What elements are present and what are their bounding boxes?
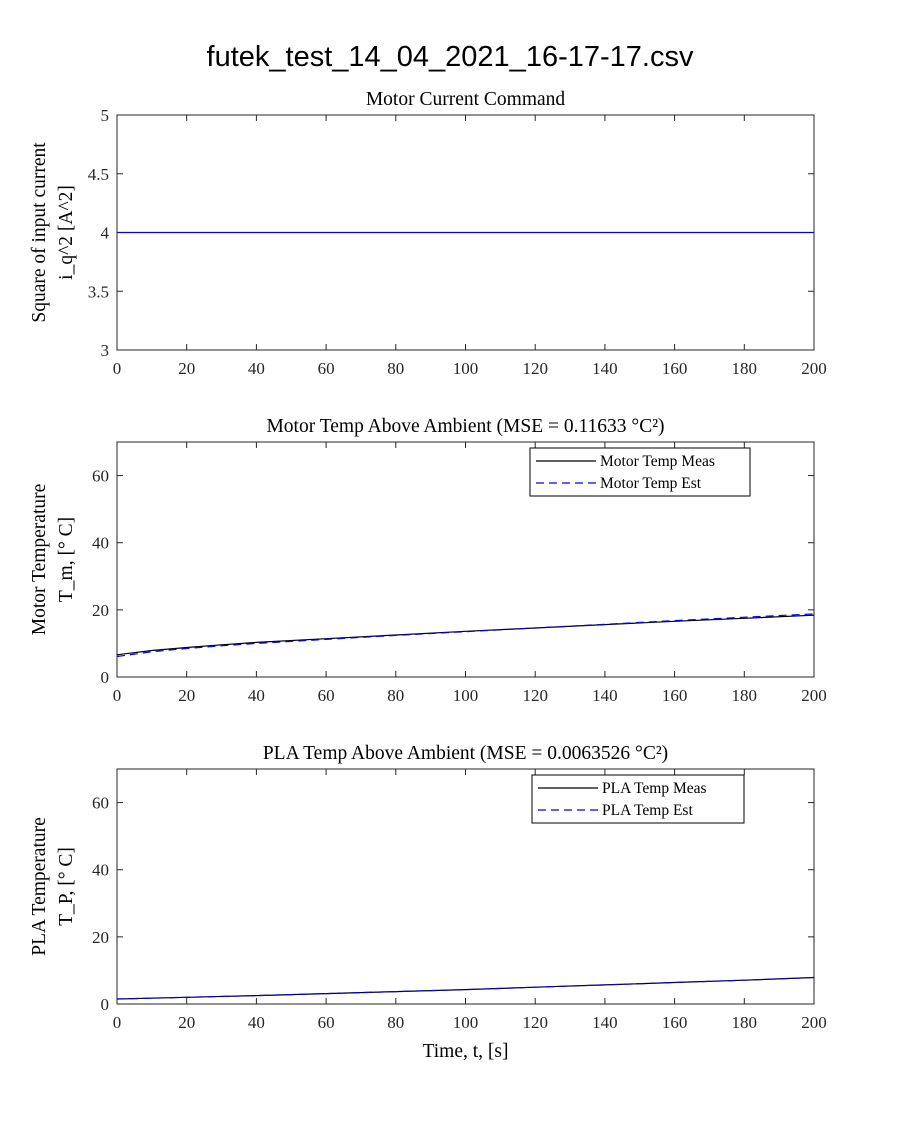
x-tick-label: 60 [318,359,335,378]
y-tick-label: 3 [101,341,110,360]
x-tick-label: 40 [248,686,265,705]
y-tick-label: 5 [101,106,110,125]
x-tick-label: 160 [662,359,688,378]
x-tick-label: 200 [801,1013,827,1032]
x-tick-label: 140 [592,686,618,705]
x-tick-label: 0 [113,1013,122,1032]
x-tick-label: 60 [318,686,335,705]
x-tick-label: 160 [662,1013,688,1032]
y-axis-label-line1: PLA Temperature [29,817,50,956]
y-axis-label-line2: T_P, [° C] [56,847,77,926]
legend-label: Motor Temp Est [600,475,702,492]
subplot-title: PLA Temp Above Ambient (MSE = 0.0063526 … [263,743,668,764]
y-axis-label-line1: Square of input current [29,142,50,323]
y-tick-label: 20 [92,601,109,620]
x-tick-label: 60 [318,1013,335,1032]
series-line-pla-temp-meas [116,976,815,1000]
x-tick-label: 180 [732,359,758,378]
y-axis-label-line2: i_q^2 [A^2] [56,185,77,280]
x-tick-label: 80 [387,359,404,378]
x-tick-label: 180 [732,686,758,705]
x-tick-label: 80 [387,686,404,705]
x-tick-label: 100 [453,1013,479,1032]
x-tick-label: 200 [801,359,827,378]
subplot-title: Motor Current Command [366,89,566,110]
series-line-motor-temp-est [116,613,815,658]
x-tick-label: 140 [592,1013,618,1032]
x-tick-label: 40 [248,359,265,378]
y-tick-label: 40 [92,534,109,553]
x-tick-label: 200 [801,686,827,705]
x-tick-label: 120 [522,359,548,378]
x-tick-label: 80 [387,1013,404,1032]
x-tick-label: 120 [522,686,548,705]
legend-label: PLA Temp Est [602,802,693,819]
y-axis-label-line1: Motor Temperature [29,484,50,636]
legend: Motor Temp Meas Motor Temp Est [529,447,751,497]
subplot-3: 0 20 40 60 80 100 120 140 160 180 200 0 20 40 60 PLA Te… [29,743,827,1062]
x-tick-label: 100 [453,359,479,378]
y-axis-label-line2: T_m, [° C] [56,517,77,602]
legend-box [531,774,745,824]
x-tick-label: 100 [453,686,479,705]
y-tick-label: 4.5 [88,165,109,184]
subplot-2: 0 20 40 60 80 100 120 140 160 180 200 0 20 40 60 Motor … [29,416,827,705]
x-tick-label: 160 [662,686,688,705]
x-tick-label: 140 [592,359,618,378]
x-tick-label: 0 [113,359,122,378]
y-tick-label: 3.5 [88,282,109,301]
y-tick-label: 0 [101,668,110,687]
x-tick-label: 180 [732,1013,758,1032]
legend-label: Motor Temp Meas [600,453,715,470]
x-tick-label: 20 [178,359,195,378]
x-axis-label: Time, t, [s] [423,1041,509,1062]
y-tick-label: 0 [101,995,110,1014]
subplot-1: 0 20 40 60 80 100 120 140 160 180 200 3 3.5 4 4.5 5 Moto… [29,89,827,378]
legend: PLA Temp Meas PLA Temp Est [531,774,745,824]
y-tick-label: 40 [92,861,109,880]
x-tick-label: 120 [522,1013,548,1032]
y-tick-label: 4 [101,224,110,243]
x-tick-label: 20 [178,686,195,705]
y-tick-label: 60 [92,794,109,813]
x-tick-label: 40 [248,1013,265,1032]
x-tick-label: 0 [113,686,122,705]
subplot-title: Motor Temp Above Ambient (MSE = 0.11633 … [266,416,664,437]
y-tick-label: 20 [92,928,109,947]
x-tick-label: 20 [178,1013,195,1032]
y-tick-label: 60 [92,467,109,486]
legend-label: PLA Temp Meas [602,780,707,797]
figure-suptitle: futek_test_14_04_2021_16-17-17.csv [207,41,694,73]
legend-box [529,447,751,497]
